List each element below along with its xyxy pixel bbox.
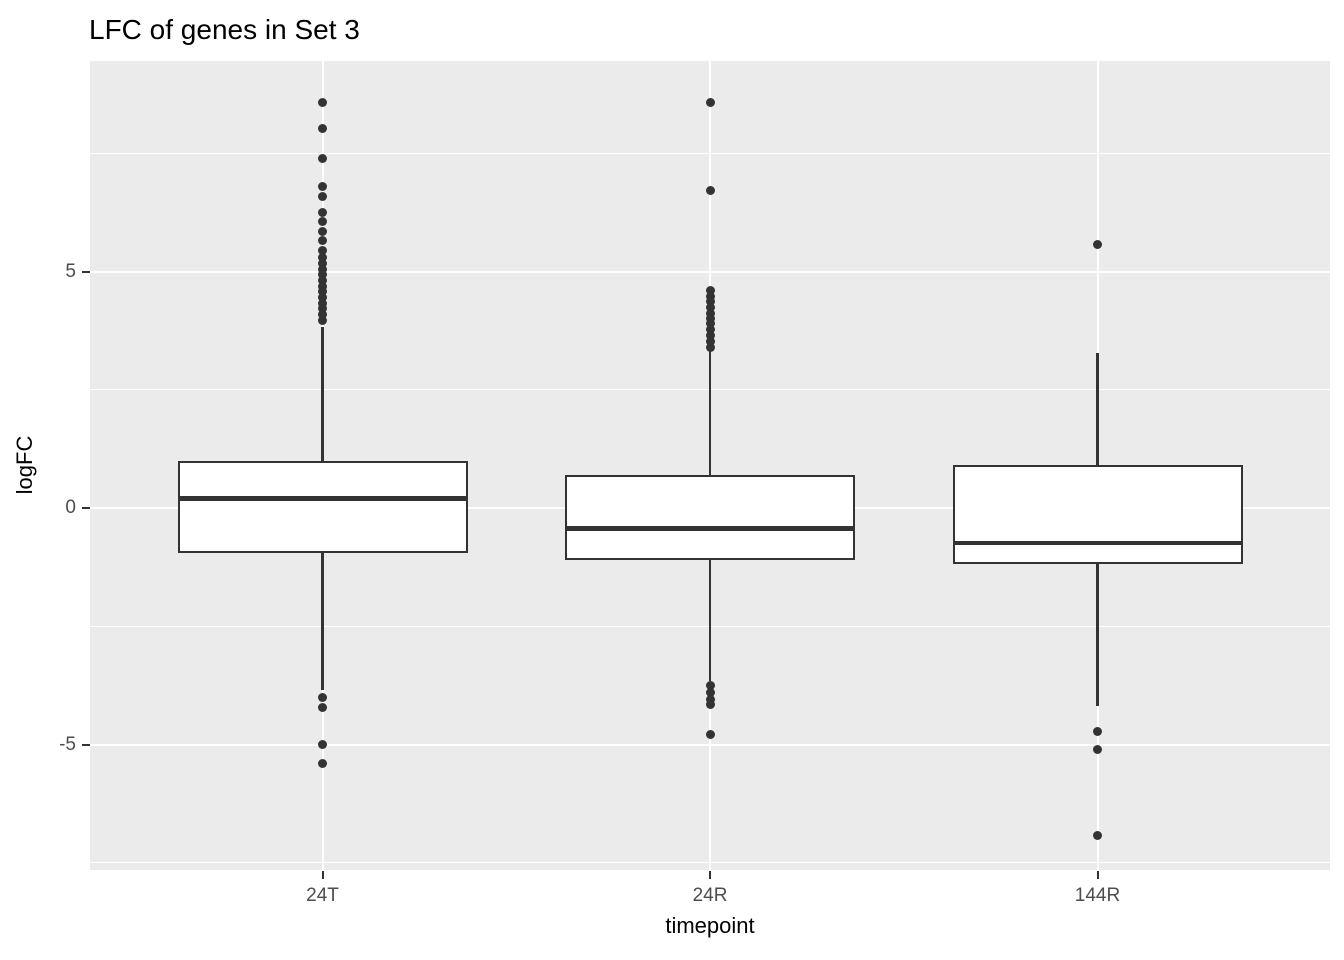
outlier-point: [318, 123, 327, 133]
y-axis-title: logFC: [12, 435, 37, 495]
median-line: [952, 540, 1243, 546]
outlier-point: [318, 236, 327, 246]
outlier-point: [318, 245, 327, 255]
x-tick-mark: [1096, 871, 1099, 879]
outlier-point: [705, 331, 715, 341]
whisker-lower: [1096, 564, 1099, 706]
outlier-point: [318, 207, 327, 217]
outlier-point: [705, 308, 715, 318]
y-tick-label: 0: [65, 497, 76, 519]
outlier-point: [705, 285, 715, 295]
box-iqr: [952, 465, 1243, 565]
y-tick-label: -5: [59, 733, 76, 755]
outlier-point: [318, 315, 327, 325]
outlier-point: [318, 264, 327, 274]
outlier-point: [705, 680, 715, 690]
outlier-point: [318, 191, 327, 201]
outlier-point: [318, 97, 327, 107]
outlier-point: [318, 226, 327, 236]
whisker-lower: [321, 553, 324, 691]
whisker-upper: [321, 326, 324, 461]
x-tick-label: 24T: [306, 885, 339, 906]
outlier-point: [705, 688, 715, 698]
y-tick-mark: [82, 743, 90, 746]
plot-title: LFC of genes in Set 3: [89, 14, 360, 45]
outlier-point: [705, 695, 715, 705]
outlier-point: [1093, 727, 1102, 737]
plot-panel: [90, 61, 1330, 870]
outlier-point: [705, 342, 715, 352]
outlier-point: [705, 97, 715, 107]
outlier-point: [318, 298, 327, 308]
y-tick-mark: [82, 507, 90, 510]
outlier-point: [318, 293, 327, 303]
outlier-point: [318, 304, 327, 314]
outlier-point: [705, 291, 715, 301]
outlier-point: [318, 258, 327, 268]
outlier-point: [318, 217, 327, 227]
outlier-point: [705, 297, 715, 307]
outlier-point: [1093, 745, 1102, 755]
outlier-point: [1093, 830, 1102, 840]
outlier-point: [318, 281, 327, 291]
x-tick-label: 24R: [692, 885, 728, 906]
outlier-point: [318, 181, 327, 191]
outlier-point: [1093, 239, 1102, 249]
outlier-point: [318, 692, 327, 702]
median-line: [177, 496, 468, 501]
outlier-point: [318, 740, 327, 750]
outlier-point: [318, 310, 327, 320]
box-iqr: [177, 460, 468, 554]
median-line: [565, 526, 855, 531]
outlier-point: [318, 276, 327, 286]
outlier-point: [705, 302, 715, 312]
outlier-point: [318, 703, 327, 713]
x-tick-mark: [321, 871, 324, 879]
outlier-point: [318, 758, 327, 768]
outlier-point: [705, 319, 715, 329]
x-axis-title: timepoint: [665, 913, 755, 938]
outlier-point: [705, 730, 715, 740]
outlier-point: [705, 185, 715, 195]
outlier-point: [318, 153, 327, 163]
whisker-upper: [1096, 353, 1099, 466]
outlier-point: [705, 324, 715, 334]
x-tick-mark: [709, 871, 711, 879]
outlier-point: [705, 699, 715, 709]
outlier-point: [318, 287, 327, 297]
box-iqr: [565, 475, 855, 561]
outlier-point: [705, 314, 715, 324]
outlier-point: [318, 270, 327, 280]
whisker-lower: [708, 560, 712, 681]
y-tick-label: 5: [65, 260, 76, 282]
outlier-point: [318, 252, 327, 262]
y-tick-mark: [82, 270, 90, 273]
outlier-point: [705, 337, 715, 347]
whisker-upper: [708, 351, 712, 476]
x-tick-label: 144R: [1074, 885, 1121, 906]
